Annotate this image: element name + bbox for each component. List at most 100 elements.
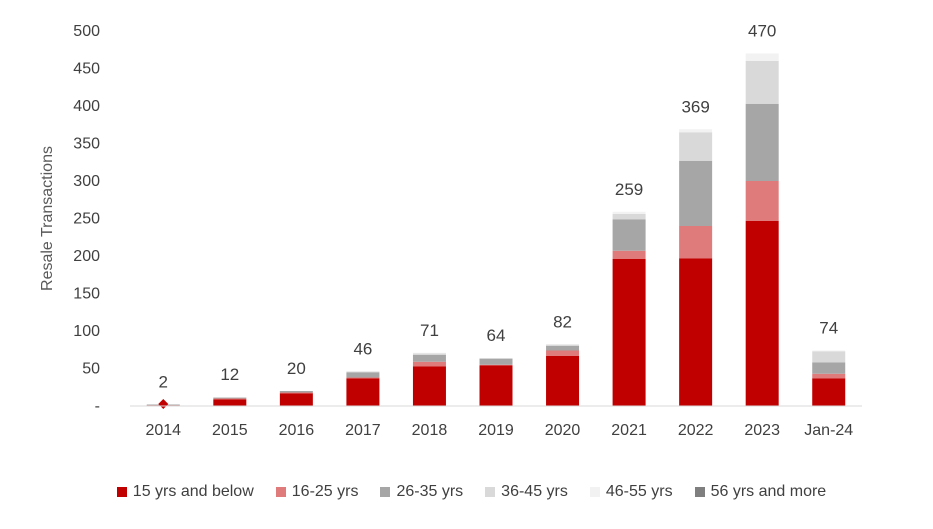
bar-segment (479, 365, 513, 406)
legend-item: 16-25 yrs (275, 483, 358, 501)
y-tick-labels: - 50 100 150 200 250 300 350 400 450 500 (73, 23, 100, 415)
y-axis-title-group: Resale Transactions (39, 146, 56, 291)
total-label: 12 (220, 365, 239, 384)
total-label: 2 (159, 373, 168, 392)
bar-segment (279, 393, 313, 406)
x-tick-label: 2015 (212, 422, 248, 439)
bar-segment (812, 351, 846, 363)
legend-item: 46-55 yrs (589, 483, 673, 501)
x-tick-label: 2018 (412, 422, 448, 439)
bar-segment (679, 129, 713, 133)
x-tick-label: 2016 (279, 422, 315, 439)
bar-segment (213, 397, 247, 398)
x-tick-label: 2014 (145, 422, 181, 439)
bar-segment (745, 181, 779, 221)
legend-label: 56 yrs and more (710, 483, 827, 500)
bar-segment (546, 344, 580, 346)
bar-segment (679, 160, 713, 226)
bar-segment (812, 378, 846, 406)
total-label: 20 (287, 359, 306, 378)
bar-segment (479, 364, 513, 366)
legend-swatch (275, 487, 286, 497)
y-tick-label: 400 (73, 98, 100, 115)
total-label: 74 (819, 319, 838, 338)
total-label: 470 (748, 22, 776, 41)
bar-segment (546, 346, 580, 351)
bar-segment (745, 220, 779, 406)
data-marker-diamond (158, 399, 169, 409)
x-tick-label: 2017 (345, 422, 381, 439)
total-label: 64 (487, 326, 506, 345)
legend-item: 56 yrs and more (694, 483, 827, 501)
bar-stacks (146, 53, 846, 409)
bar-segment (479, 358, 513, 365)
legend-item: 15 yrs and below (116, 483, 254, 501)
legend-label: 15 yrs and below (132, 483, 254, 500)
legend-label: 36-45 yrs (501, 483, 568, 500)
y-tick-label: 100 (73, 323, 100, 340)
y-tick-label: 300 (73, 173, 100, 190)
x-tick-label: Jan-24 (804, 422, 853, 439)
legend: 15 yrs and below 16-25 yrs 26-35 yrs 36-45 … (0, 478, 933, 506)
total-labels: 2 12 20 46 71 64 82 259 369 470 74 (159, 22, 839, 392)
y-tick-label: 50 (82, 361, 100, 378)
bar-segment (213, 398, 247, 400)
bar-segment (745, 61, 779, 104)
legend-item: 26-35 yrs (380, 483, 463, 501)
y-axis-title: Resale Transactions (39, 146, 56, 291)
bar-segment (745, 103, 779, 181)
bar-segment (679, 258, 713, 406)
bar-segment (612, 250, 646, 259)
bar-stack-2017 (346, 371, 380, 406)
y-tick-label: 200 (73, 248, 100, 265)
y-tick-label: 450 (73, 61, 100, 78)
legend-swatch (380, 487, 391, 497)
legend-label: 46-55 yrs (605, 483, 673, 500)
y-tick-label: 250 (73, 211, 100, 228)
bar-segment (279, 391, 313, 393)
bar-segment (213, 397, 247, 399)
bar-stack-2023 (745, 53, 779, 406)
bar-segment (412, 352, 446, 354)
x-tick-label: 2023 (744, 422, 780, 439)
x-tick-label: 2019 (478, 422, 514, 439)
x-tick-labels: 2014 2015 2016 2017 2018 2019 2020 2021 2022 2023… (145, 422, 853, 439)
bar-segment (412, 353, 446, 355)
x-tick-label: 2022 (678, 422, 714, 439)
bar-segment (612, 219, 646, 251)
y-tick-label: 350 (73, 136, 100, 153)
bar-stack-2020 (546, 344, 580, 406)
legend-swatch (116, 487, 127, 497)
bar-segment (612, 214, 646, 220)
bar-segment (812, 373, 846, 379)
bar-segment (812, 350, 846, 352)
bar-segment (346, 371, 380, 373)
bar-stack-jan-24 (812, 350, 846, 406)
bar-segment (612, 259, 646, 406)
bar-segment (412, 355, 446, 362)
bar-stack-2018 (412, 352, 446, 406)
bar-segment (745, 53, 779, 61)
bar-segment (812, 362, 846, 374)
legend-swatch (694, 487, 705, 497)
bar-stack-2019 (479, 358, 513, 406)
legend-label: 26-35 yrs (396, 483, 464, 500)
total-label: 71 (420, 321, 439, 340)
y-tick-label: - (95, 398, 100, 415)
total-label: 82 (553, 313, 572, 332)
bar-stack-2022 (679, 129, 713, 406)
x-tick-label: 2020 (545, 422, 581, 439)
bar-segment (412, 361, 446, 367)
y-tick-label: 500 (73, 23, 100, 40)
bar-segment (213, 399, 247, 406)
bar-segment (346, 377, 380, 379)
bar-segment (679, 226, 713, 259)
total-label: 369 (681, 97, 709, 116)
x-tick-label: 2021 (611, 422, 647, 439)
bar-segment (679, 132, 713, 161)
legend-swatch (485, 487, 496, 497)
legend-item: 36-45 yrs (485, 483, 568, 501)
bar-segment (412, 366, 446, 406)
